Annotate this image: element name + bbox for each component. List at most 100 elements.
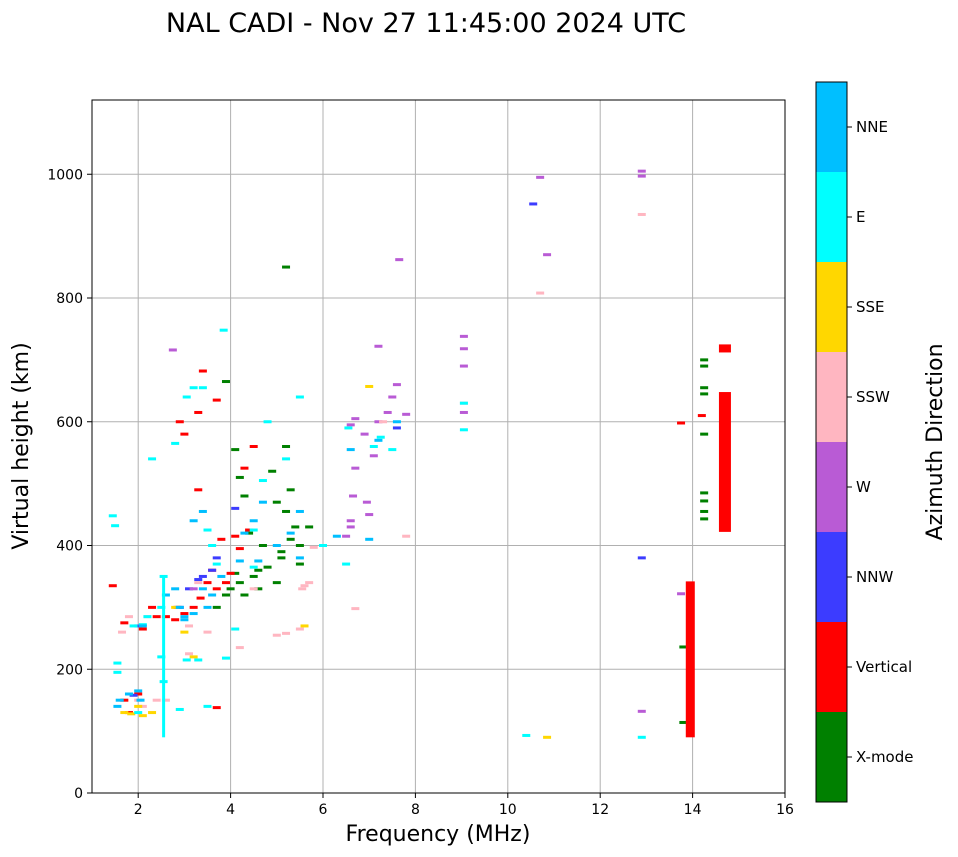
chart-title: NAL CADI - Nov 27 11:45:00 2024 UTC	[166, 8, 686, 39]
colorbar-frame	[815, 81, 848, 803]
data-point-vertical	[161, 615, 170, 619]
colorbar-swatch	[816, 352, 847, 442]
data-point-x-mode	[282, 265, 291, 269]
data-point-e	[111, 524, 120, 528]
x-tick-label: 16	[776, 802, 794, 818]
data-point-e	[231, 627, 240, 631]
data-point-ssw	[282, 631, 291, 635]
data-point-ssw	[402, 534, 411, 538]
data-point-e	[282, 457, 291, 461]
data-point-nne	[295, 556, 304, 560]
x-tick-label: 12	[591, 802, 609, 818]
y-tick-label: 400	[56, 539, 83, 555]
data-point-w	[362, 500, 371, 504]
data-point-x-mode	[254, 568, 263, 572]
data-point-e	[369, 445, 378, 448]
data-point-w	[369, 454, 378, 458]
data-point-e	[143, 615, 152, 619]
data-point-e	[182, 658, 191, 662]
data-point-vertical	[120, 698, 129, 702]
x-tick-label: 6	[319, 802, 328, 818]
data-point-x-mode	[700, 491, 709, 495]
data-point-x-mode	[305, 525, 314, 529]
data-point-x-mode	[221, 380, 230, 384]
data-point-w	[459, 347, 468, 351]
data-point-e	[258, 479, 267, 483]
data-point-nne	[198, 509, 207, 513]
data-point-x-mode	[282, 445, 291, 448]
data-point-x-mode	[282, 509, 291, 513]
data-point-vertical	[677, 421, 686, 425]
data-segment-vertical	[718, 344, 731, 353]
colorbar-swatch	[816, 172, 847, 262]
data-point-e	[113, 670, 122, 674]
data-point-x-mode	[295, 544, 304, 547]
data-segment-vertical	[685, 581, 695, 738]
plot-area	[92, 100, 785, 793]
data-point-ssw	[124, 615, 133, 619]
data-point-x-mode	[268, 469, 277, 473]
data-point-e	[157, 605, 166, 609]
data-point-ssw	[203, 630, 212, 634]
data-point-ssw	[305, 581, 314, 585]
data-point-w	[349, 494, 358, 498]
data-point-w	[189, 587, 198, 591]
data-point-e	[344, 426, 353, 430]
data-point-nnw	[134, 624, 143, 628]
colorbar-label: E	[856, 208, 865, 226]
data-point-ssw	[295, 627, 304, 631]
data-point-x-mode	[286, 488, 295, 492]
data-point-ssw	[249, 587, 258, 591]
data-point-x-mode	[679, 645, 688, 649]
colorbar-label: SSE	[856, 298, 885, 316]
data-point-x-mode	[700, 386, 709, 390]
colorbar: X-mode Vertical NNW W SSW SSE E NNE	[816, 82, 913, 802]
data-point-nne	[161, 593, 170, 597]
data-point-x-mode	[291, 525, 300, 529]
data-point-x-mode	[295, 562, 304, 566]
colorbar-swatch	[816, 712, 847, 802]
data-point-x-mode	[272, 581, 281, 585]
data-point-vertical	[697, 414, 706, 418]
colorbar-swatch	[816, 442, 847, 532]
data-point-vertical	[217, 537, 226, 541]
x-axis-ticks: 2 4 6 8 10 12 14 16	[134, 793, 794, 818]
colorbar-label: X-mode	[856, 748, 913, 766]
y-tick-label: 800	[56, 291, 83, 307]
data-point-x-mode	[254, 587, 263, 591]
data-point-ssw	[298, 587, 307, 591]
data-point-vertical	[152, 615, 161, 619]
data-point-x-mode	[240, 494, 249, 498]
data-point-sse	[120, 711, 129, 715]
data-point-e	[263, 420, 272, 424]
data-point-e	[148, 457, 157, 461]
y-axis-ticks: 0 200 400 600 800 1000	[47, 167, 92, 802]
data-point-vertical	[194, 410, 203, 414]
data-point-ssw	[161, 698, 170, 702]
data-point-sse	[171, 605, 180, 609]
y-axis-label: Virtual height (km)	[9, 342, 34, 549]
data-point-nnw	[231, 506, 240, 510]
data-point-ssw	[185, 652, 194, 656]
data-point-vertical	[212, 398, 221, 402]
data-point-vertical	[194, 488, 203, 492]
data-point-x-mode	[231, 571, 240, 575]
data-point-ssw	[152, 698, 161, 702]
data-point-nne	[217, 574, 226, 578]
data-point-nne	[258, 500, 267, 504]
colorbar-label: SSW	[856, 388, 890, 406]
data-point-ssw	[351, 607, 360, 611]
data-point-sse	[300, 624, 309, 628]
data-point-nne	[235, 559, 244, 563]
data-point-e	[221, 656, 230, 660]
grid-lines	[92, 100, 786, 794]
data-point-x-mode	[258, 544, 267, 547]
data-point-nne	[286, 531, 295, 535]
data-point-nne	[171, 587, 180, 591]
data-point-sse	[543, 735, 552, 739]
y-tick-label: 600	[56, 415, 83, 431]
colorbar-swatch	[816, 622, 847, 712]
data-point-nne	[175, 605, 184, 609]
data-point-x-mode	[245, 531, 254, 535]
data-point-nne	[113, 704, 122, 708]
